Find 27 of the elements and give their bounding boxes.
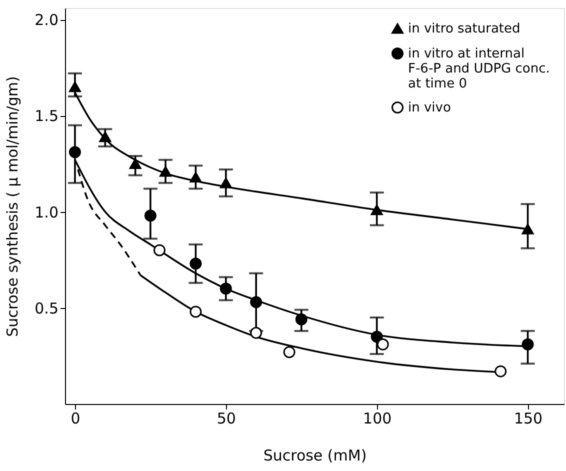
- y-tick-label: 1.0: [34, 203, 58, 222]
- y-tick-label: 1.5: [34, 107, 58, 126]
- x-tick-label: 0: [70, 410, 80, 428]
- point: [144, 210, 156, 222]
- legend-label: in vitro saturated: [408, 22, 520, 36]
- point: [376, 338, 389, 350]
- point: [190, 306, 202, 318]
- point: [295, 313, 308, 326]
- point: [370, 330, 383, 343]
- point: [220, 282, 232, 295]
- point: [522, 338, 534, 350]
- y-tick-label: 0.5: [34, 299, 58, 318]
- point: [283, 346, 296, 358]
- x-tick-label: 50: [216, 410, 236, 428]
- x-axis-title: Sucrose (mM): [263, 446, 367, 464]
- legend-label: in vivo: [408, 100, 451, 116]
- point: [68, 146, 81, 158]
- x-tick-label: 150: [514, 410, 543, 428]
- y-axis-title: Sucrose synthesis ( μ mol/min/gm): [4, 76, 22, 337]
- point: [494, 365, 507, 378]
- y-tick-label: 2.0: [34, 11, 58, 30]
- legend-label: in vitro at internal F-6-P and UDPG conc. at time 0: [408, 46, 550, 92]
- point: [250, 296, 262, 308]
- point: [153, 244, 166, 256]
- point: [250, 326, 262, 339]
- x-tick-label: 100: [363, 410, 392, 428]
- point: [190, 258, 202, 270]
